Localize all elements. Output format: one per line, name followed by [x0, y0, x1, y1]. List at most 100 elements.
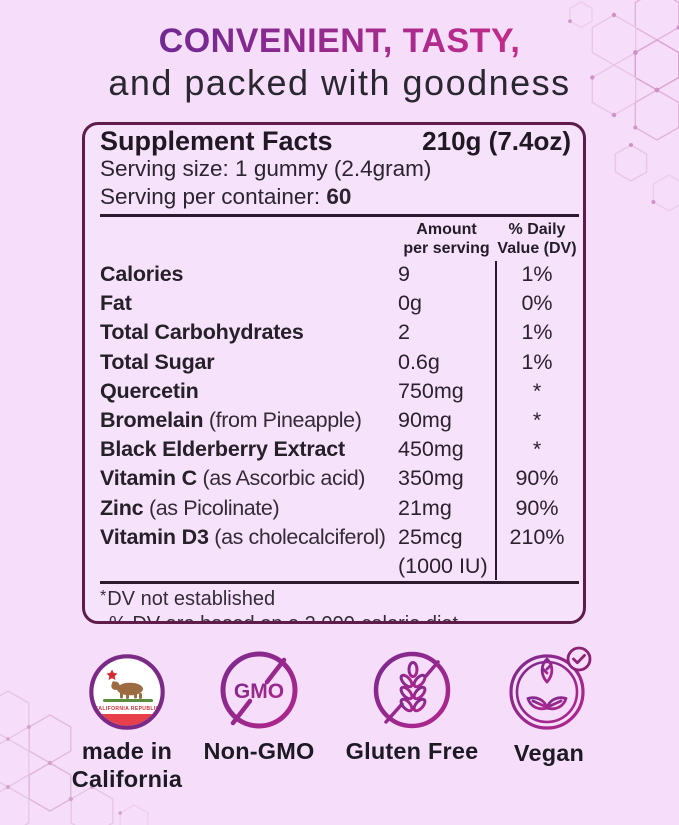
dv-value: 90%	[515, 466, 559, 491]
row-name	[100, 552, 398, 581]
footnote-line2: % DV are based on a 2,000-calorie diet	[100, 614, 579, 621]
badge-label: made in California	[52, 737, 202, 793]
table-row: Quercetin 750mg *	[100, 377, 579, 406]
amount-value: 350mg	[398, 466, 464, 491]
dv-value: 1%	[521, 320, 553, 345]
badge-non-gmo: GMO Non-GMO	[189, 648, 329, 765]
footnote-line1: *DV not established	[100, 587, 579, 612]
headline: CONVENIENT, TASTY, and packed with goodn…	[0, 22, 679, 104]
amount-value-line2: (1000 IU)	[398, 554, 488, 579]
hexagon-pattern-bottom-left	[0, 690, 149, 825]
amount-value: 25mcg	[398, 524, 463, 549]
facts-table: Calories 9 1% Fat 0g 0% Total Carbohydra…	[100, 260, 579, 581]
row-name: Vitamin C (as Ascorbic acid)	[100, 464, 398, 493]
headline-line1: CONVENIENT, TASTY,	[158, 22, 521, 60]
serving-per-container-label: Serving per container:	[100, 184, 327, 209]
dv-value: 90%	[515, 495, 559, 520]
ingredient-name: Calories	[100, 262, 184, 286]
badge-label: Non-GMO	[203, 738, 315, 764]
row-name: Fat	[100, 289, 398, 318]
table-row: Fat 0g 0%	[100, 289, 579, 318]
ingredient-note: (as cholecalciferol)	[208, 524, 386, 549]
flag-motto-text: CALIFORNIA REPUBLIC	[94, 706, 159, 712]
california-flag-icon: CALIFORNIA REPUBLIC	[89, 654, 165, 730]
supplement-facts-panel: Supplement Facts 210g (7.4oz) Serving si…	[82, 122, 586, 624]
ingredient-name: Total Carbohydrates	[100, 320, 304, 345]
column-amount-line1: Amount	[416, 221, 477, 238]
badge-made-in-california: CALIFORNIA REPUBLIC made in California	[52, 652, 202, 793]
dv-value: *	[532, 408, 542, 433]
row-name: Zinc (as Picolinate)	[100, 494, 398, 523]
dv-value: 1%	[521, 262, 553, 286]
non-gmo-icon: GMO	[220, 651, 298, 729]
ingredient-name: Total Sugar	[100, 349, 215, 374]
dv-value: 210%	[509, 524, 565, 549]
serving-per-container-value: 60	[326, 184, 352, 209]
panel-header: Supplement Facts 210g (7.4oz)	[100, 127, 579, 155]
ingredient-name: Vitamin D3	[100, 524, 209, 549]
row-name: Total Carbohydrates	[100, 318, 398, 347]
ingredient-name: Bromelain	[100, 408, 204, 433]
headline-line2: and packed with goodness	[108, 62, 571, 103]
ingredient-name: Vitamin C	[100, 466, 197, 491]
dv-value: 0%	[521, 291, 553, 316]
vegan-icon	[509, 646, 592, 730]
column-headers: Amount per serving % Daily Value (DV)	[100, 220, 579, 258]
column-spacer	[100, 220, 398, 258]
badge-label: Vegan	[513, 740, 585, 766]
ingredient-name: Fat	[100, 291, 132, 316]
divider-top	[100, 214, 579, 217]
row-name: Quercetin	[100, 377, 398, 406]
table-row-continuation: (1000 IU)	[100, 552, 579, 581]
serving-size: Serving size: 1 gummy (2.4gram)	[100, 156, 432, 181]
serving-per-container: Serving per container: 60	[100, 183, 579, 211]
table-row: Total Sugar 0.6g 1%	[100, 348, 579, 377]
row-name: Vitamin D3 (as cholecalciferol)	[100, 523, 398, 552]
table-row: Zinc (as Picolinate) 21mg 90%	[100, 494, 579, 523]
badge-label: Gluten Free	[345, 738, 479, 764]
footnotes: *DV not established % DV are based on a …	[100, 584, 579, 621]
amount-value: 90mg	[398, 408, 452, 433]
badge-label-line1: made in	[81, 738, 173, 764]
row-name: Calories	[100, 260, 398, 289]
ingredient-note: (as Picolinate)	[143, 495, 280, 520]
badge-label-line2: California	[71, 766, 183, 792]
table-row: Total Carbohydrates 2 1%	[100, 318, 579, 347]
footnote-line1-text: DV not established	[107, 587, 276, 610]
check-icon	[572, 654, 586, 665]
amount-value: 21mg	[398, 495, 452, 520]
column-dv-line1: % Daily	[508, 221, 566, 238]
amount-value: 0g	[398, 291, 422, 316]
badge-vegan: Vegan	[477, 644, 621, 767]
row-name: Total Sugar	[100, 348, 398, 377]
ingredient-note: (as Ascorbic acid)	[196, 466, 366, 491]
badge-gluten-free: Gluten Free	[334, 648, 490, 765]
table-row: Calories 9 1%	[100, 260, 579, 289]
amount-value: 2	[398, 320, 410, 345]
column-amount-line2: per serving	[403, 240, 490, 257]
table-row: Vitamin D3 (as cholecalciferol) 25mcg 21…	[100, 523, 579, 552]
amount-value: 750mg	[398, 378, 464, 403]
dv-value: *	[532, 437, 542, 462]
column-dv-header: % Daily Value (DV)	[495, 220, 579, 258]
amount-value: 0.6g	[398, 349, 440, 374]
ingredient-name: Black Elderberry Extract	[100, 437, 345, 462]
column-amount-header: Amount per serving	[398, 220, 495, 258]
row-name: Bromelain (from Pineapple)	[100, 406, 398, 435]
dv-value: 1%	[521, 349, 553, 374]
net-weight: 210g (7.4oz)	[422, 126, 571, 156]
amount-value: 9	[398, 262, 410, 286]
table-row: Vitamin C (as Ascorbic acid) 350mg 90%	[100, 464, 579, 493]
asterisk: *	[100, 587, 107, 605]
dv-value: *	[532, 378, 542, 403]
panel-title: Supplement Facts	[100, 126, 333, 156]
ingredient-name: Quercetin	[100, 378, 199, 403]
ingredient-note: (from Pineapple)	[203, 408, 362, 433]
gmo-icon-text: GMO	[234, 680, 284, 703]
table-row: Black Elderberry Extract 450mg *	[100, 435, 579, 464]
column-dv-line2: Value (DV)	[497, 240, 577, 257]
row-name: Black Elderberry Extract	[100, 435, 398, 464]
amount-value: 450mg	[398, 437, 464, 462]
ingredient-name: Zinc	[100, 495, 144, 520]
